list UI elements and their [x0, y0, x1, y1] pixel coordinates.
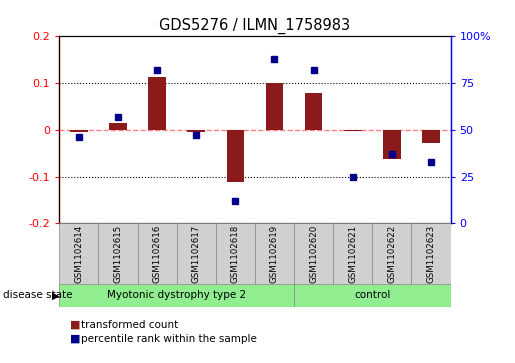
- Text: control: control: [354, 290, 390, 301]
- Bar: [294, 223, 333, 285]
- Bar: [383, 130, 401, 159]
- Text: transformed count: transformed count: [81, 320, 179, 330]
- Text: GSM1102616: GSM1102616: [152, 225, 162, 283]
- Bar: [59, 284, 294, 307]
- Bar: [138, 223, 177, 285]
- Bar: [266, 83, 283, 130]
- Bar: [216, 223, 255, 285]
- Text: GSM1102623: GSM1102623: [426, 225, 436, 283]
- Bar: [148, 77, 166, 130]
- Text: disease state: disease state: [3, 290, 72, 301]
- Text: GSM1102622: GSM1102622: [387, 225, 397, 283]
- Bar: [372, 223, 411, 285]
- Bar: [294, 284, 451, 307]
- Text: GSM1102621: GSM1102621: [348, 225, 357, 283]
- Bar: [422, 130, 440, 143]
- Bar: [305, 93, 322, 130]
- Text: GSM1102614: GSM1102614: [74, 225, 83, 283]
- Bar: [177, 223, 216, 285]
- Text: ▶: ▶: [52, 290, 59, 301]
- Text: GSM1102615: GSM1102615: [113, 225, 123, 283]
- Bar: [59, 223, 98, 285]
- Bar: [98, 223, 138, 285]
- Bar: [187, 130, 205, 132]
- Title: GDS5276 / ILMN_1758983: GDS5276 / ILMN_1758983: [159, 17, 351, 33]
- Bar: [109, 123, 127, 130]
- Bar: [227, 130, 244, 182]
- Text: GSM1102617: GSM1102617: [192, 225, 201, 283]
- Bar: [333, 223, 372, 285]
- Bar: [411, 223, 451, 285]
- Bar: [255, 223, 294, 285]
- Text: ■: ■: [70, 320, 80, 330]
- Text: ■: ■: [70, 334, 80, 344]
- Text: GSM1102620: GSM1102620: [309, 225, 318, 283]
- Text: GSM1102618: GSM1102618: [231, 225, 240, 283]
- Text: Myotonic dystrophy type 2: Myotonic dystrophy type 2: [107, 290, 246, 301]
- Text: GSM1102619: GSM1102619: [270, 225, 279, 283]
- Bar: [344, 130, 362, 131]
- Bar: [70, 130, 88, 132]
- Text: percentile rank within the sample: percentile rank within the sample: [81, 334, 258, 344]
